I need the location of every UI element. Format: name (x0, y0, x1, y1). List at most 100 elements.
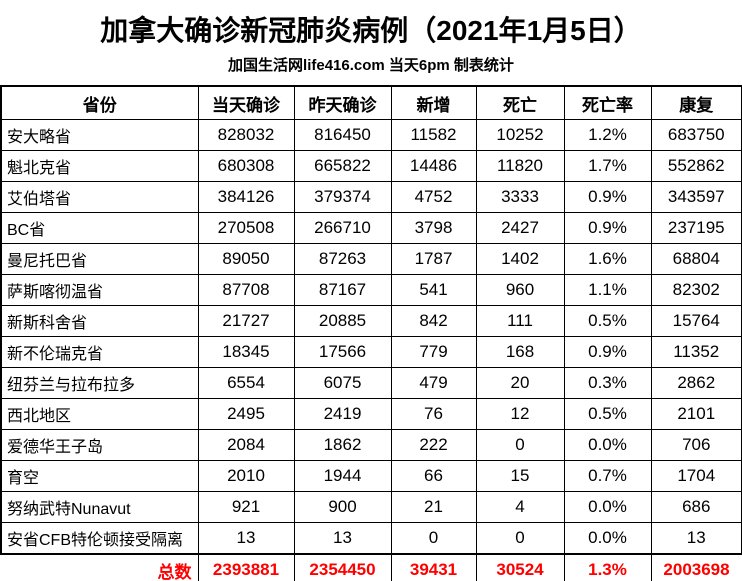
cell-death-rate: 0.5% (563, 398, 652, 430)
cell-yesterday: 13 (293, 522, 392, 555)
cell-recovered: 82302 (650, 274, 742, 306)
cell-new: 66 (390, 460, 477, 492)
cell-deaths: 4 (475, 491, 565, 523)
table-row-cfb-trenton: 安省CFB特伦顿接受隔离 13 13 0 0 0.0% 13 (0, 522, 742, 555)
header-row: 省份 当天确诊 昨天确诊 新增 死亡 死亡率 康复 (0, 85, 742, 120)
cell-province: 安大略省 (0, 119, 199, 151)
cell-recovered: 343597 (650, 181, 742, 213)
total-death-rate: 1.3% (563, 553, 652, 581)
cell-death-rate: 0.9% (563, 336, 652, 368)
cell-yesterday: 6075 (293, 367, 392, 399)
cell-recovered: 683750 (650, 119, 742, 151)
cell-recovered: 13 (650, 522, 742, 555)
cell-deaths: 0 (475, 522, 565, 555)
cell-province: 安省CFB特伦顿接受隔离 (0, 522, 199, 555)
table-row-nova-scotia: 新斯科舍省 21727 20885 842 111 0.5% 15764 (0, 305, 742, 337)
cell-recovered: 706 (650, 429, 742, 461)
cell-today: 2084 (197, 429, 295, 461)
cell-death-rate: 1.6% (563, 243, 652, 275)
cell-new: 14486 (390, 150, 477, 182)
cell-death-rate: 0.9% (563, 212, 652, 244)
cell-new: 4752 (390, 181, 477, 213)
cell-today: 87708 (197, 274, 295, 306)
cell-yesterday: 665822 (293, 150, 392, 182)
cell-province: 西北地区 (0, 398, 199, 430)
total-yesterday: 2354450 (293, 553, 392, 581)
cell-new: 3798 (390, 212, 477, 244)
table-row-yukon: 育空 2010 1944 66 15 0.7% 1704 (0, 460, 742, 492)
cell-new: 76 (390, 398, 477, 430)
table-row-newfoundland-labrador: 纽芬兰与拉布拉多 6554 6075 479 20 0.3% 2862 (0, 367, 742, 399)
cell-new: 222 (390, 429, 477, 461)
column-header-deaths: 死亡 (475, 85, 565, 120)
cell-province: 努纳武特Nunavut (0, 491, 199, 523)
cell-province: 艾伯塔省 (0, 181, 199, 213)
cell-yesterday: 87263 (293, 243, 392, 275)
cell-new: 541 (390, 274, 477, 306)
cell-death-rate: 0.0% (563, 491, 652, 523)
total-new: 39431 (390, 553, 477, 581)
cell-new: 842 (390, 305, 477, 337)
cell-recovered: 237195 (650, 212, 742, 244)
table-row-pei: 爱德华王子岛 2084 1862 222 0 0.0% 706 (0, 429, 742, 461)
total-row: 总数 2393881 2354450 39431 30524 1.3% 2003… (1, 553, 742, 581)
cell-yesterday: 816450 (293, 119, 392, 151)
cell-death-rate: 0.5% (563, 305, 652, 337)
cell-new: 479 (390, 367, 477, 399)
total-deaths: 30524 (475, 553, 565, 581)
cell-recovered: 552862 (650, 150, 742, 182)
cell-death-rate: 0.9% (563, 181, 652, 213)
cell-death-rate: 0.0% (563, 429, 652, 461)
cell-province: 纽芬兰与拉布拉多 (0, 367, 199, 399)
cell-death-rate: 0.0% (563, 522, 652, 555)
table-row-bc: BC省 270508 266710 3798 2427 0.9% 237195 (0, 212, 742, 244)
cell-today: 680308 (197, 150, 295, 182)
cell-yesterday: 20885 (293, 305, 392, 337)
cell-province: 新不伦瑞克省 (0, 336, 199, 368)
cell-yesterday: 2419 (293, 398, 392, 430)
table-row-northwest-territories: 西北地区 2495 2419 76 12 0.5% 2101 (0, 398, 742, 430)
cell-death-rate: 0.3% (563, 367, 652, 399)
table-row-new-brunswick: 新不伦瑞克省 18345 17566 779 168 0.9% 11352 (0, 336, 742, 368)
page-subtitle: 加国生活网life416.com 当天6pm 制表统计 (228, 57, 514, 74)
column-header-today-confirmed: 当天确诊 (197, 85, 295, 120)
cell-deaths: 11820 (475, 150, 565, 182)
cell-death-rate: 1.7% (563, 150, 652, 182)
cell-deaths: 168 (475, 336, 565, 368)
cell-today: 921 (197, 491, 295, 523)
cell-province: 爱德华王子岛 (0, 429, 199, 461)
cell-recovered: 2101 (650, 398, 742, 430)
column-header-new-cases: 新增 (390, 85, 477, 120)
cell-province: BC省 (0, 212, 199, 244)
cell-province: 萨斯喀彻温省 (0, 274, 199, 306)
table-row-saskatchewan: 萨斯喀彻温省 87708 87167 541 960 1.1% 82302 (0, 274, 742, 306)
cell-deaths: 3333 (475, 181, 565, 213)
cell-yesterday: 1944 (293, 460, 392, 492)
total-label: 总数 (1, 553, 199, 581)
cell-deaths: 111 (475, 305, 565, 337)
column-header-death-rate: 死亡率 (563, 85, 652, 120)
page: 加拿大确诊新冠肺炎病例（2021年1月5日） 加国生活网life416.com … (0, 9, 742, 581)
column-header-recovered: 康复 (650, 85, 742, 120)
cell-recovered: 2862 (650, 367, 742, 399)
cell-yesterday: 266710 (293, 212, 392, 244)
column-header-yesterday-confirmed: 昨天确诊 (293, 85, 392, 120)
cell-death-rate: 1.2% (563, 119, 652, 151)
cell-recovered: 1704 (650, 460, 742, 492)
cell-yesterday: 379374 (293, 181, 392, 213)
cell-deaths: 2427 (475, 212, 565, 244)
cell-deaths: 1402 (475, 243, 565, 275)
table-row-manitoba: 曼尼托巴省 89050 87263 1787 1402 1.6% 68804 (0, 243, 742, 275)
cell-today: 13 (197, 522, 295, 555)
cell-today: 2495 (197, 398, 295, 430)
cell-new: 11582 (390, 119, 477, 151)
cell-new: 0 (390, 522, 477, 555)
cell-death-rate: 1.1% (563, 274, 652, 306)
cell-yesterday: 17566 (293, 336, 392, 368)
table-row-quebec: 魁北克省 680308 665822 14486 11820 1.7% 5528… (0, 150, 742, 182)
covid-stats-table: 省份 当天确诊 昨天确诊 新增 死亡 死亡率 康复 安大略省 828032 81… (0, 85, 742, 581)
cell-deaths: 10252 (475, 119, 565, 151)
cell-yesterday: 900 (293, 491, 392, 523)
cell-today: 89050 (197, 243, 295, 275)
cell-today: 21727 (197, 305, 295, 337)
